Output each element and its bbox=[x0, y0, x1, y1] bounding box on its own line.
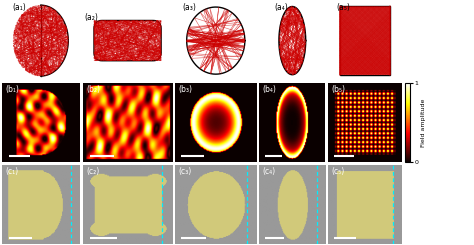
Text: (b₅): (b₅) bbox=[331, 86, 345, 95]
Text: (a₂): (a₂) bbox=[84, 13, 99, 22]
Text: (b₄): (b₄) bbox=[262, 86, 276, 95]
Text: (b₂): (b₂) bbox=[86, 86, 100, 95]
Bar bbox=[339, 6, 391, 75]
Text: (a₃): (a₃) bbox=[182, 3, 196, 12]
Text: (a₁): (a₁) bbox=[12, 3, 26, 12]
Text: (b₃): (b₃) bbox=[178, 86, 192, 95]
Text: (c₄): (c₄) bbox=[262, 167, 275, 176]
Text: (a₅): (a₅) bbox=[337, 3, 350, 12]
Y-axis label: Field amplitude: Field amplitude bbox=[421, 98, 426, 147]
Text: (b₁): (b₁) bbox=[6, 86, 19, 95]
Text: (c₂): (c₂) bbox=[86, 167, 100, 176]
Text: (c₃): (c₃) bbox=[178, 167, 191, 176]
Text: (c₅): (c₅) bbox=[331, 167, 344, 176]
Text: (c₁): (c₁) bbox=[6, 167, 18, 176]
Text: (a₄): (a₄) bbox=[274, 3, 288, 12]
